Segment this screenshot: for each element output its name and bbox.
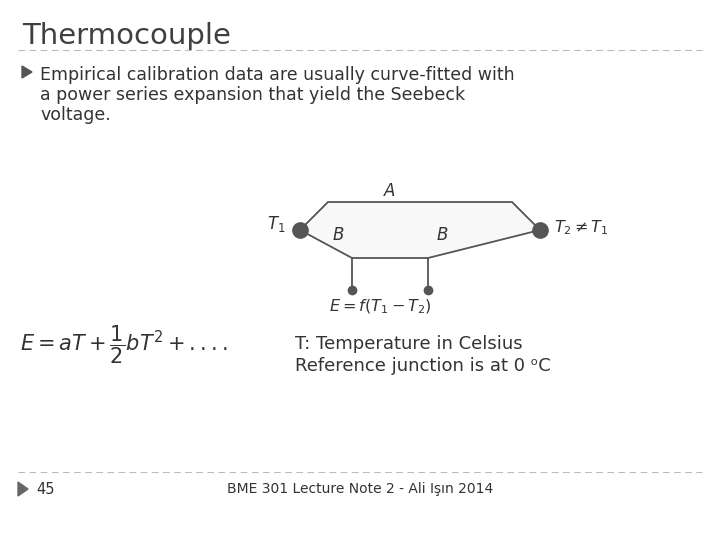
Text: Empirical calibration data are usually curve-fitted with: Empirical calibration data are usually c…	[40, 66, 515, 84]
Text: $E = f(T_1 -T_2)$: $E = f(T_1 -T_2)$	[328, 298, 431, 316]
Text: $B$: $B$	[332, 226, 344, 244]
Text: a power series expansion that yield the Seebeck: a power series expansion that yield the …	[40, 86, 465, 104]
Text: Thermocouple: Thermocouple	[22, 22, 231, 50]
Text: $E = aT + \dfrac{1}{2}bT^2 + ....$: $E = aT + \dfrac{1}{2}bT^2 + ....$	[20, 324, 228, 366]
Polygon shape	[300, 202, 540, 258]
Text: $T_1$: $T_1$	[267, 214, 286, 234]
Text: BME 301 Lecture Note 2 - Ali Işın 2014: BME 301 Lecture Note 2 - Ali Işın 2014	[227, 482, 493, 496]
Text: 45: 45	[36, 482, 55, 496]
Text: T: Temperature in Celsius: T: Temperature in Celsius	[295, 335, 523, 353]
Text: $T_2 \neq T_1$: $T_2 \neq T_1$	[554, 219, 608, 238]
Text: $A$: $A$	[384, 182, 397, 200]
Text: voltage.: voltage.	[40, 106, 111, 124]
Polygon shape	[18, 482, 28, 496]
Polygon shape	[22, 66, 32, 78]
Text: $B$: $B$	[436, 226, 448, 244]
Text: Reference junction is at 0 ᵒC: Reference junction is at 0 ᵒC	[295, 357, 551, 375]
